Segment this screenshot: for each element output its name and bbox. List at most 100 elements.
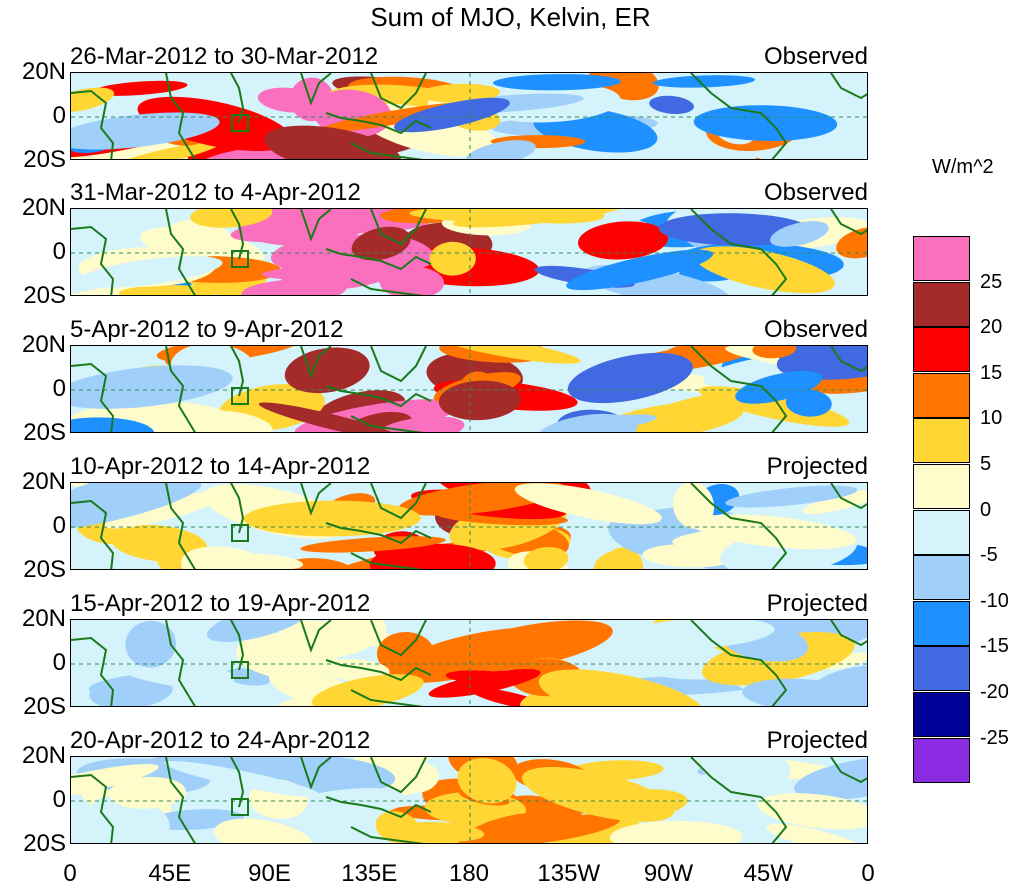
coastline [325,385,432,408]
colorbar-swatch [913,327,970,373]
anomaly-contour [802,489,867,514]
coastline [71,362,115,432]
coastline [300,346,332,379]
anomaly-contour [465,140,536,159]
panel-date-label: 5-Apr-2012 to 9-Apr-2012 [70,316,344,343]
anomaly-contour [104,490,227,529]
anomaly-contour [190,209,273,228]
coastline [690,483,788,569]
map-panel [70,345,868,433]
coastline [71,499,115,569]
panel-type-label: Observed [763,43,868,70]
coastline [300,73,332,106]
anomaly-contour [752,346,797,359]
lat-label: 0 [52,649,66,676]
lon-label: 45E [148,860,192,887]
anomaly-contour [725,485,858,508]
anomaly-map [71,620,867,706]
anomaly-contour [439,620,613,673]
index-region-box [231,661,249,679]
colorbar-label: -25 [980,726,1009,749]
colorbar-swatch [913,692,970,737]
colorbar-swatch [913,737,970,783]
anomaly-contour [735,370,823,404]
anomaly-contour [642,544,738,568]
anomaly-contour [766,823,867,843]
lat-label: 20N [21,468,66,495]
anomaly-contour [418,83,501,103]
colorbar-swatch [913,464,970,509]
colorbar-label: 15 [980,361,1003,384]
anomaly-contour [236,633,338,680]
anomaly-contour [71,365,233,409]
coastline [830,620,867,647]
anomaly-contour [493,74,621,91]
anomaly-contour [180,546,278,569]
coastline [300,757,332,790]
panel-date-label: 31-Mar-2012 to 4-Apr-2012 [70,179,361,206]
coastline [830,757,867,784]
panel-date-label: 15-Apr-2012 to 19-Apr-2012 [70,590,371,617]
anomaly-contour [409,209,546,223]
lat-label: 20N [21,331,66,358]
anomaly-contour [71,112,220,150]
anomaly-contour [757,793,867,830]
coastline [71,225,115,295]
anomaly-contour [257,87,321,113]
colorbar-swatch [913,281,970,327]
anomaly-map [71,73,867,159]
coastline [830,73,867,100]
lat-label: 20N [21,605,66,632]
coastline [350,415,424,432]
colorbar-label: 10 [980,407,1003,430]
anomaly-contour [261,265,418,281]
coastline [350,552,424,569]
lat-label: 20S [23,556,66,583]
coastline [690,209,788,295]
anomaly-contour [538,669,706,706]
panel-date-label: 20-Apr-2012 to 24-Apr-2012 [70,727,371,754]
coastline [350,278,424,295]
anomaly-contour [125,620,176,668]
colorbar-label: -5 [980,544,998,567]
anomaly-contour [699,757,791,788]
anomaly-contour [300,536,446,553]
lat-label: 20N [21,194,66,221]
anomaly-contour [567,352,693,404]
anomaly-contour [241,278,347,295]
anomaly-contour [376,416,465,432]
colorbar-label: -20 [980,681,1009,703]
anomaly-contour [428,668,541,698]
anomaly-contour [429,241,476,276]
anomaly-contour [521,766,675,822]
anomaly-contour [794,757,867,800]
coastline [370,73,427,110]
lat-label: 20S [23,419,66,446]
panel-type-label: Projected [766,453,868,480]
coastline [370,620,427,657]
anomaly-map [71,209,867,295]
map-panel [70,619,868,707]
anomaly-contour [258,402,405,432]
coastline [370,346,427,383]
colorbar-label: 0 [980,498,992,521]
index-region-box [231,387,249,405]
coastline [325,796,432,819]
anomaly-contour [514,483,662,525]
lon-label: 135W [537,860,601,887]
anomaly-contour [351,226,411,261]
colorbar-swatch [913,509,970,555]
lat-label: 0 [52,238,66,265]
panel-type-label: Observed [763,179,868,206]
anomaly-contour [652,75,756,88]
lon-label: 90E [248,860,291,887]
coastline [300,620,332,653]
coastline [830,483,867,510]
anomaly-contour [91,80,188,96]
anomaly-contour [617,620,775,650]
index-region-box [231,524,249,542]
coastline [350,142,424,159]
anomaly-contour [399,821,485,842]
lon-label: 180 [448,860,490,887]
anomaly-contour [441,346,581,364]
